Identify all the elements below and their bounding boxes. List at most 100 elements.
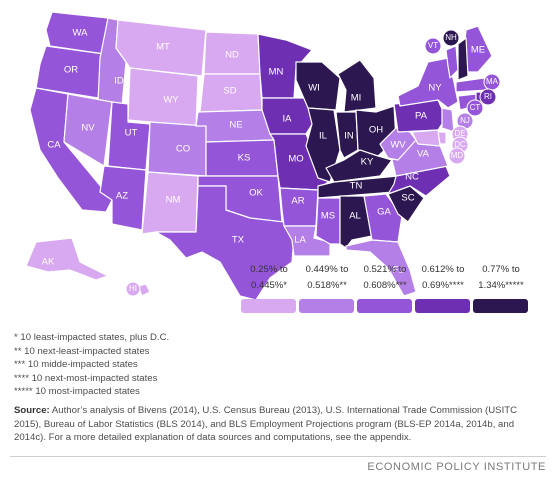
legend-swatch-1 — [241, 299, 296, 313]
source-label: Source: — [14, 405, 50, 416]
label-VA: VA — [417, 149, 430, 160]
footnote-1: * 10 least-impacted states, plus D.C. — [14, 332, 170, 343]
legend-swatch-3 — [357, 299, 412, 313]
state-WI — [295, 61, 341, 111]
label-NH: NH — [445, 33, 457, 42]
label-IA: IA — [283, 114, 293, 125]
state-MN — [257, 33, 313, 99]
legend-range-3: 0.521% to 0.608%*** — [356, 262, 414, 294]
footnotes: * 10 least-impacted states, plus D.C. **… — [14, 331, 544, 399]
us-map: WA OR CA ID NV UT AZ MT WY CO NM ND SD N… — [25, 11, 501, 301]
label-WY: WY — [163, 95, 179, 106]
label-TN: TN — [350, 181, 363, 192]
footnote-5: ***** 10 most-impacted states — [14, 386, 140, 398]
label-MA: MA — [486, 77, 499, 86]
label-MD: MD — [451, 151, 464, 160]
label-CT: CT — [470, 103, 481, 112]
callout-MD — [448, 147, 466, 165]
footer-divider — [10, 456, 546, 457]
legend-range-5-line2: 1.34%***** — [478, 280, 524, 291]
legend-range-2-line2: 0.518%** — [307, 280, 347, 291]
source-note: Source: Author’s analysis of Bivens (201… — [14, 404, 542, 445]
label-CO: CO — [176, 144, 190, 155]
legend: 0.25% to 0.445%* 0.449% to 0.518%** 0.52… — [240, 262, 530, 317]
legend-range-3-line1: 0.521% to — [363, 264, 407, 275]
label-UT: UT — [125, 128, 138, 139]
source-text: Author’s analysis of Bivens (2014), U.S.… — [14, 405, 518, 444]
label-ME: ME — [471, 45, 485, 56]
callout-VT — [424, 37, 442, 55]
label-MO: MO — [288, 154, 303, 165]
label-IN: IN — [344, 131, 354, 142]
label-AL: AL — [349, 211, 361, 222]
label-OK: OK — [249, 188, 263, 199]
label-KS: KS — [238, 153, 251, 164]
label-KY: KY — [361, 157, 374, 168]
legend-range-4: 0.612% to 0.69%**** — [414, 262, 472, 294]
callout-CT — [466, 99, 484, 117]
label-AZ: AZ — [116, 191, 128, 202]
state-IN — [335, 111, 359, 159]
legend-range-4-line1: 0.612% to — [421, 264, 465, 275]
label-PA: PA — [415, 111, 428, 122]
legend-range-5: 0.77% to 1.34%***** — [472, 262, 530, 294]
label-NC: NC — [405, 172, 419, 183]
callout-HI — [125, 281, 141, 297]
state-AK — [25, 237, 109, 281]
footnote-4: **** 10 next-most-impacted states — [14, 372, 158, 384]
label-ID: ID — [114, 76, 124, 87]
label-AK: AK — [42, 257, 55, 268]
label-WA: WA — [73, 28, 89, 39]
legend-range-1-line2: 0.445%* — [251, 280, 287, 291]
state-NJ — [441, 107, 455, 133]
state-NC — [387, 165, 451, 197]
footnote-3: *** 10 midde-impacted states — [14, 359, 138, 371]
state-MI — [337, 59, 377, 113]
label-NJ: NJ — [460, 116, 470, 125]
legend-range-5-line1: 0.77% to — [482, 264, 520, 275]
footnote-2: ** 10 next-least-impacted states — [14, 345, 150, 357]
label-DC: DC — [454, 140, 466, 149]
callout-NH — [442, 29, 460, 47]
brand-label: ECONOMIC POLICY INSTITUTE — [367, 461, 546, 473]
state-LA — [283, 225, 331, 257]
label-MN: MN — [269, 67, 284, 78]
label-LA: LA — [294, 235, 306, 246]
label-TX: TX — [232, 235, 245, 246]
label-DE: DE — [454, 129, 465, 138]
legend-range-1-line1: 0.25% to — [250, 264, 288, 275]
state-MD — [411, 129, 441, 147]
label-IL: IL — [319, 131, 327, 142]
label-CA: CA — [47, 140, 61, 151]
state-GA — [363, 193, 403, 243]
label-WV: WV — [390, 140, 406, 151]
state-MA — [455, 77, 489, 93]
label-GA: GA — [377, 207, 391, 218]
label-NM: NM — [166, 195, 181, 206]
label-NY: NY — [428, 83, 442, 94]
state-AZ — [99, 165, 147, 231]
legend-range-3-line2: 0.608%*** — [363, 280, 407, 291]
label-NV: NV — [81, 123, 95, 134]
legend-swatch-2 — [299, 299, 354, 313]
legend-swatch-5 — [473, 299, 528, 313]
state-NH — [457, 37, 469, 81]
label-VT: VT — [428, 41, 438, 50]
state-HI — [137, 283, 151, 297]
label-MS: MS — [321, 211, 335, 222]
legend-range-1: 0.25% to 0.445%* — [240, 262, 298, 294]
label-MT: MT — [156, 42, 170, 53]
state-MS — [315, 197, 341, 245]
state-OR — [35, 45, 105, 99]
label-WI: WI — [308, 83, 320, 94]
callout-RI — [479, 88, 497, 106]
legend-range-2: 0.449% to 0.518%** — [298, 262, 356, 294]
label-NE: NE — [229, 120, 242, 131]
label-HI: HI — [129, 284, 137, 293]
label-OH: OH — [369, 125, 383, 136]
label-SC: SC — [401, 193, 414, 204]
label-SD: SD — [223, 86, 236, 97]
legend-range-2-line1: 0.449% to — [305, 264, 349, 275]
label-RI: RI — [484, 92, 492, 101]
label-AR: AR — [291, 196, 304, 207]
